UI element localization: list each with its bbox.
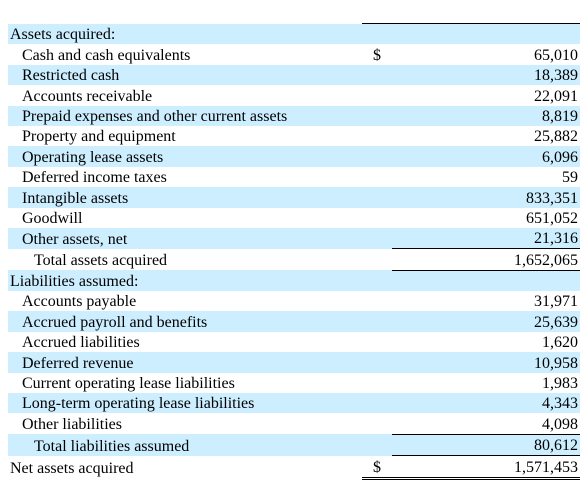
row-label: Property and equipment: [22, 128, 176, 146]
value-cell: 65,010: [534, 46, 578, 64]
table-row: Accrued liabilities 1,620: [8, 332, 580, 352]
currency-cell: [362, 208, 392, 228]
currency-cell: $: [373, 46, 381, 64]
row-label: Operating lease assets: [8, 146, 362, 167]
row-label: Liabilities assumed:: [8, 270, 362, 292]
table-row: Accounts payable 31,971: [8, 291, 580, 311]
value-cell: 4,098: [392, 413, 580, 435]
acquisition-table: Assets acquired: Cash and cash equivalent…: [8, 23, 580, 480]
row-label: Accrued payroll and benefits: [8, 311, 362, 332]
table-row: Current operating lease liabilities 1,983: [8, 373, 580, 393]
table-row: Other liabilities 4,098: [8, 413, 580, 435]
table-row: Intangible assets 833,351: [8, 187, 580, 208]
currency-cell: [362, 291, 392, 311]
value-cell: 80,612: [392, 434, 580, 457]
value-cell: 18,389: [392, 64, 580, 86]
table-row: Goodwill 651,052: [8, 208, 580, 228]
value-cell: 4,343: [392, 393, 580, 414]
value-cell: 25,639: [392, 311, 580, 332]
table-row: Accounts receivable 22,091: [8, 85, 580, 105]
row-label: Other assets, net: [8, 227, 362, 249]
table-row: Liabilities assumed:: [8, 270, 580, 292]
value-cell: 8,819: [392, 105, 580, 126]
table-row: Long-term operating lease liabilities 4,3…: [8, 393, 580, 414]
currency-cell: $: [362, 455, 392, 480]
row-label: Net assets acquired: [10, 460, 134, 478]
row-label: Other liabilities: [22, 416, 122, 434]
currency-cell: [362, 352, 392, 373]
currency-cell: [362, 85, 392, 105]
value-cell: [392, 270, 580, 292]
currency-cell: [362, 146, 392, 167]
row-label: Prepaid expenses and other current asset…: [8, 105, 362, 126]
table-row: Prepaid expenses and other current asset…: [8, 105, 580, 126]
row-label: Cash and cash equivalents: [22, 46, 191, 64]
table-row: Other assets, net 21,316: [8, 227, 580, 250]
currency-cell: [362, 270, 392, 292]
value-cell: [392, 23, 580, 45]
value-cell: 1,620: [542, 334, 578, 352]
table-row: Deferred income taxes 59: [8, 167, 580, 187]
currency-cell: [362, 126, 392, 146]
value-cell: 21,316: [392, 227, 580, 250]
currency-cell: [362, 413, 392, 434]
row-label: Goodwill: [22, 209, 83, 227]
value-cell: 10,958: [392, 352, 580, 373]
table-row: Cash and cash equivalents $65,010: [8, 44, 580, 64]
row-label: Assets acquired:: [8, 23, 362, 45]
currency-cell: [362, 227, 392, 249]
table-row: Restricted cash 18,389: [8, 64, 580, 86]
currency-cell: [362, 393, 392, 414]
value-cell: 6,096: [392, 146, 580, 167]
table-row: Total assets acquired 1,652,065: [8, 248, 580, 271]
row-label: Accrued liabilities: [22, 334, 140, 352]
currency-cell: [362, 434, 392, 456]
row-label: Long-term operating lease liabilities: [8, 393, 362, 414]
row-label: Current operating lease liabilities: [22, 375, 235, 393]
row-label: Intangible assets: [8, 187, 362, 208]
table-row: Operating lease assets 6,096: [8, 146, 580, 167]
value-cell: 1,652,065: [392, 248, 580, 271]
table-row: Assets acquired:: [8, 23, 580, 45]
value-cell: 25,882: [534, 128, 578, 146]
value-cell: 833,351: [392, 187, 580, 208]
currency-cell: [362, 332, 392, 352]
table-row: Property and equipment 25,882: [8, 126, 580, 146]
row-label: Accounts receivable: [22, 87, 153, 105]
value-cell: 1,983: [542, 375, 578, 393]
table-row: Deferred revenue 10,958: [8, 352, 580, 373]
row-label: Deferred revenue: [8, 352, 362, 373]
value-cell: 22,091: [534, 87, 578, 105]
row-label: Total liabilities assumed: [8, 434, 362, 456]
table-row: Accrued payroll and benefits 25,639: [8, 311, 580, 332]
currency-cell: [362, 23, 392, 45]
row-label: Restricted cash: [8, 64, 362, 86]
currency-cell: [362, 249, 392, 270]
currency-cell: [362, 373, 392, 393]
currency-cell: [362, 187, 392, 208]
row-label: Total assets acquired: [34, 252, 168, 270]
value-cell: 31,971: [534, 293, 578, 311]
row-label: Accounts payable: [22, 293, 137, 311]
row-label: Deferred income taxes: [22, 169, 167, 187]
currency-cell: [362, 311, 392, 332]
table-row: Net assets acquired $1,571,453: [8, 455, 580, 480]
value-cell: 1,571,453: [392, 455, 580, 480]
table-row: Total liabilities assumed 80,612: [8, 434, 580, 457]
currency-cell: [362, 167, 392, 187]
value-cell: 59: [562, 169, 578, 187]
currency-cell: [362, 105, 392, 126]
value-cell: 651,052: [526, 209, 578, 227]
currency-cell: [362, 64, 392, 86]
